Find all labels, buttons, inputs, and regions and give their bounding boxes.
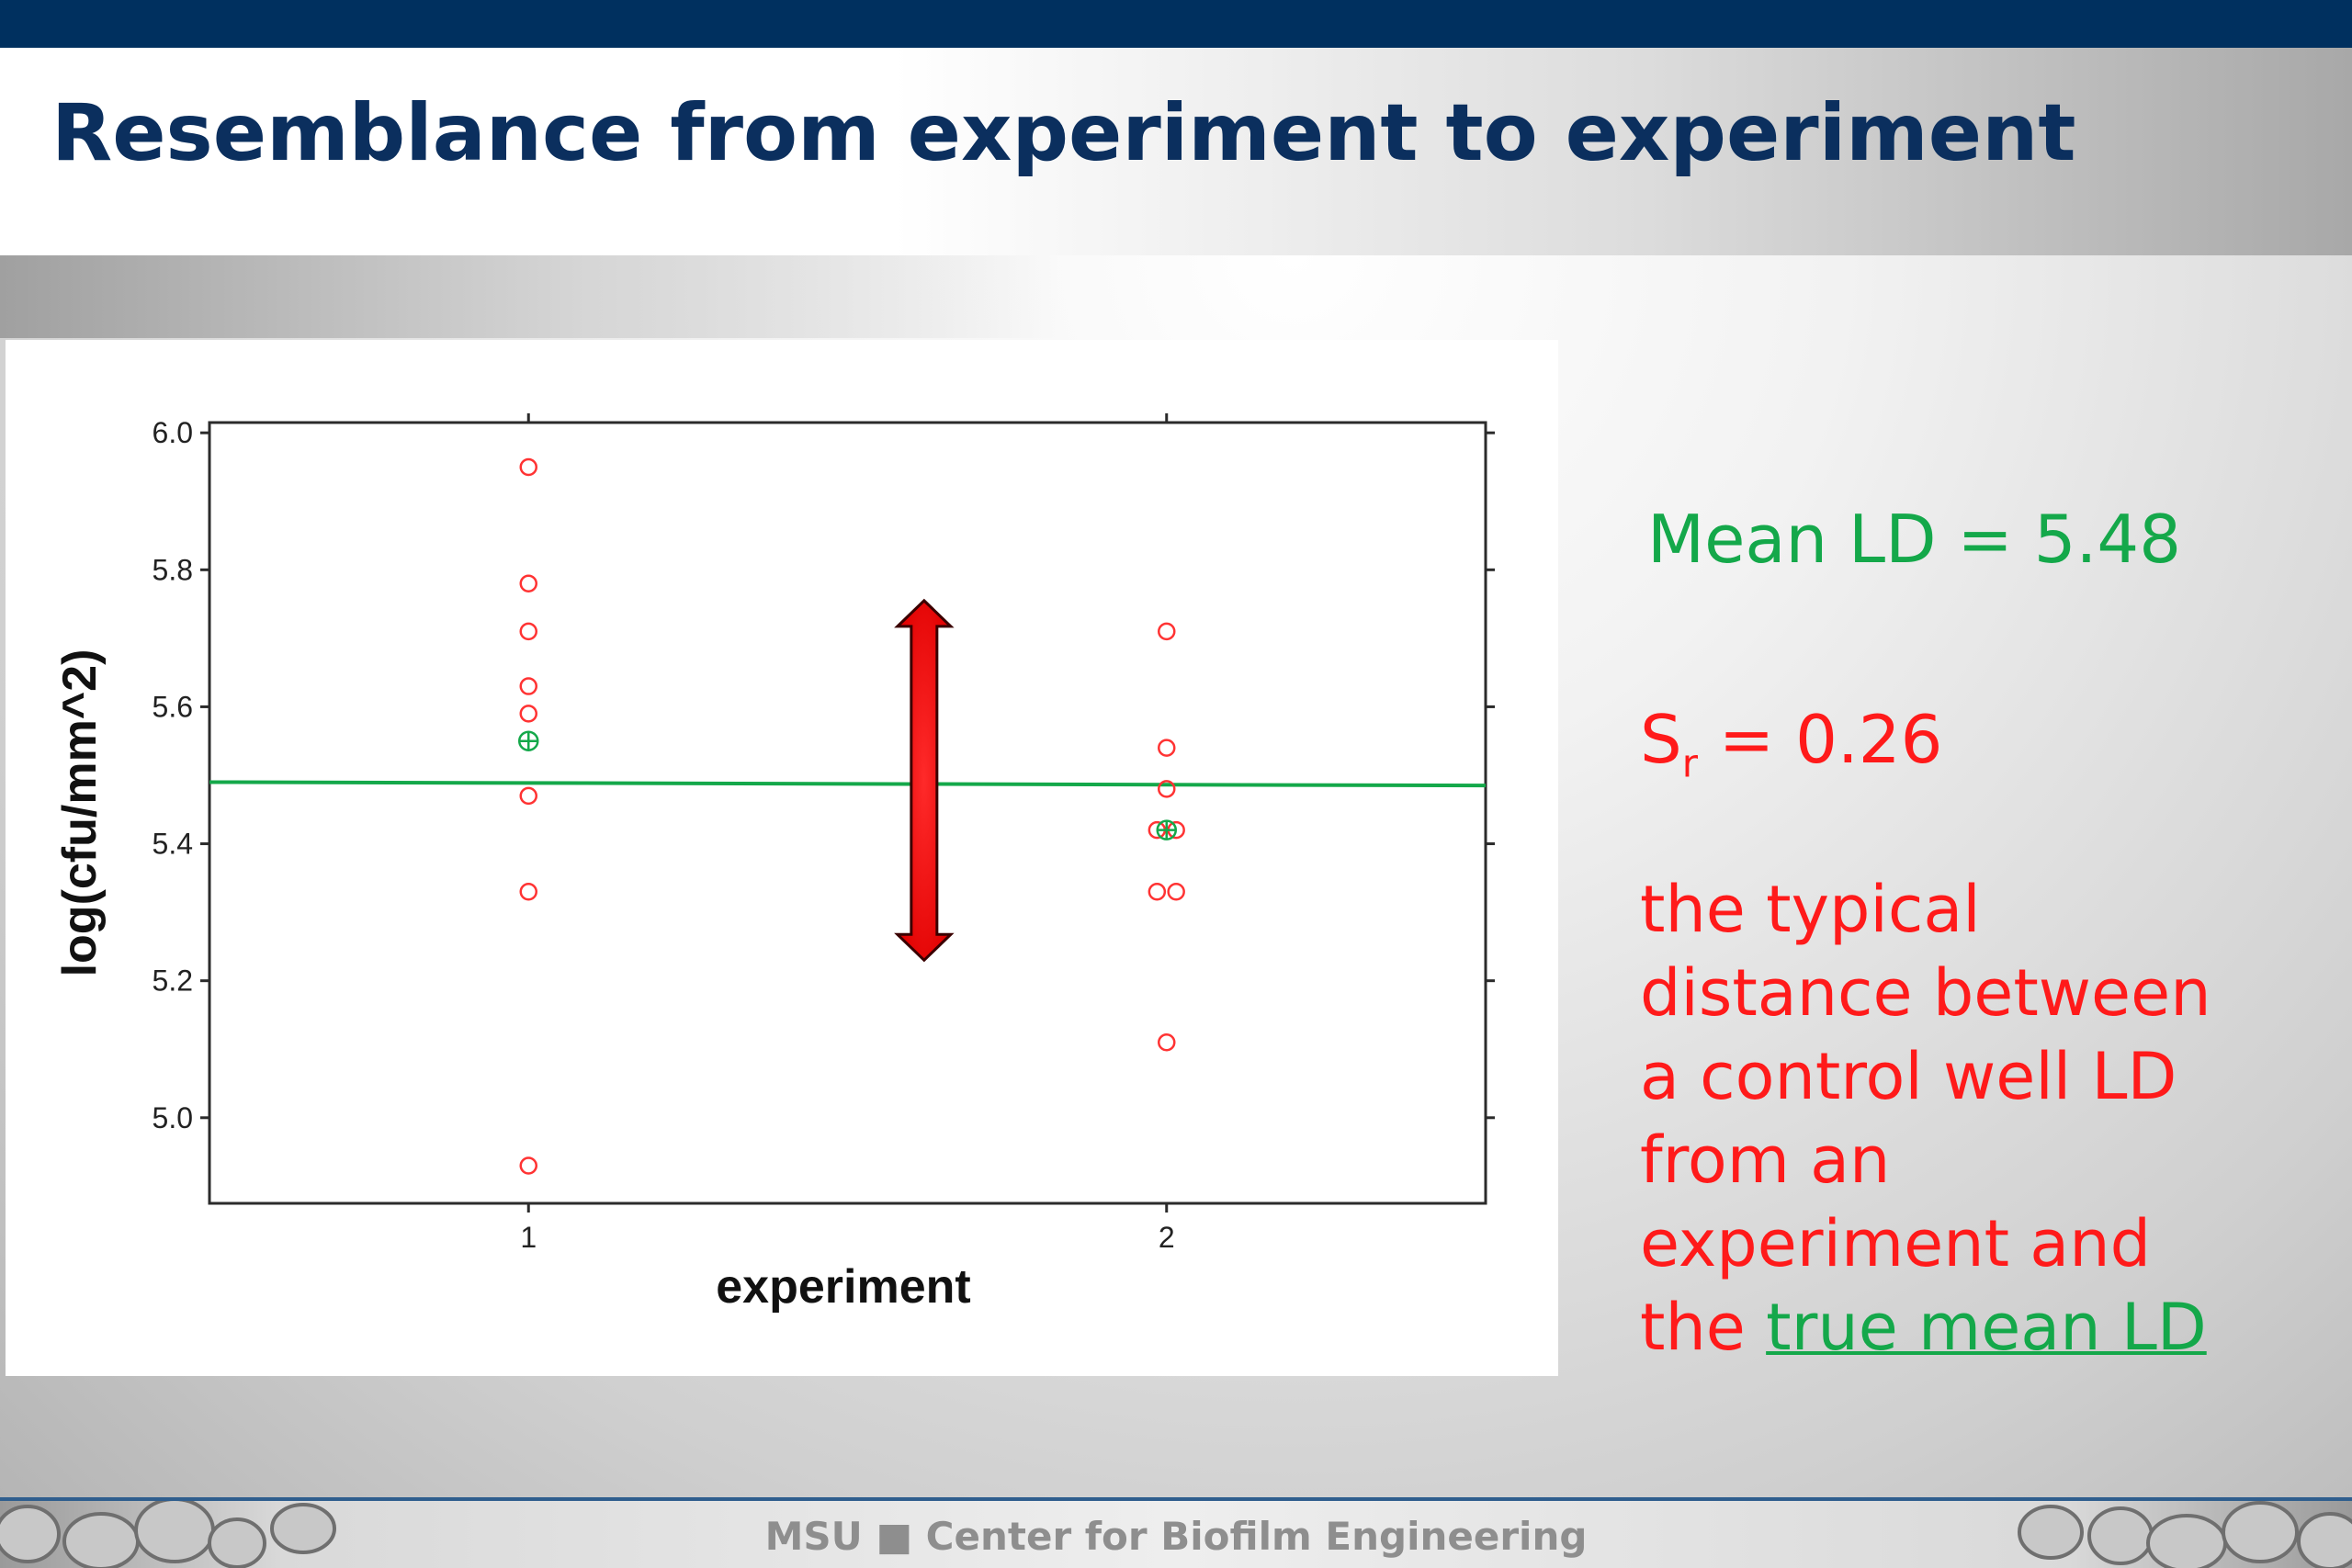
data-point	[1148, 882, 1167, 901]
y-tick-label: 5.2	[153, 964, 193, 998]
mean-ld-line	[209, 780, 1487, 788]
footer-divider	[0, 1497, 2352, 1501]
y-axis-label: log(cfu/mm^2)	[53, 649, 107, 977]
top-bar	[0, 0, 2352, 48]
data-point	[1158, 780, 1176, 798]
data-point	[1158, 1033, 1176, 1052]
plot-frame	[208, 421, 1487, 1205]
desc-line: experiment and	[1640, 1206, 2152, 1281]
data-point	[519, 786, 537, 806]
y-tick-label: 5.6	[153, 690, 193, 723]
scatter-chart: 5.0 5.2 5.4 5.6 5.8 6.0 1 2 experiment log(cfu/…	[53, 413, 1495, 1314]
desc-line: the typical	[1640, 872, 1981, 947]
sr-subscript: r	[1681, 740, 1698, 786]
data-point	[519, 705, 537, 723]
data-point	[519, 1156, 537, 1175]
experiment-mean-marker	[518, 730, 539, 751]
x-tick-label: 1	[520, 1221, 537, 1254]
data-point	[1158, 739, 1176, 757]
footer-separator: ■	[876, 1514, 913, 1559]
sr-value: = 0.26	[1697, 701, 1943, 778]
data-point	[1167, 882, 1185, 901]
x-tick-label: 2	[1159, 1221, 1175, 1254]
double-headed-arrow	[894, 598, 955, 963]
data-point	[519, 677, 537, 695]
desc-line: distance between	[1640, 955, 2211, 1031]
data-point	[519, 457, 537, 477]
mean-ld-label: Mean LD = 5.48	[1647, 501, 2182, 578]
chart-panel: 5.0 5.2 5.4 5.6 5.8 6.0 1 2 experiment log(cfu/…	[6, 340, 1558, 1376]
sr-description: the typical distance between a control w…	[1640, 868, 2211, 1370]
biofilm-cells-right-decoration	[2018, 1501, 2352, 1568]
footer-org: MSU	[764, 1514, 863, 1559]
data-point	[1158, 622, 1176, 641]
desc-last-prefix: the	[1640, 1290, 1767, 1365]
desc-line: a control well LD	[1640, 1039, 2177, 1114]
y-tick-label: 5.4	[153, 828, 193, 861]
sr-symbol: S	[1640, 701, 1682, 778]
biofilm-cells-left-decoration	[0, 1501, 336, 1568]
desc-line: from an	[1640, 1122, 1891, 1198]
x-axis-label: experiment	[716, 1260, 970, 1314]
data-point	[519, 882, 537, 901]
title-band	[0, 48, 2352, 255]
y-tick-label: 5.8	[153, 553, 193, 586]
y-tick-label: 5.0	[153, 1101, 193, 1134]
true-mean-ld-link[interactable]: true mean LD	[1766, 1290, 2207, 1365]
desc-line-last: the true mean LD	[1640, 1286, 2211, 1370]
footer-bar: MSU ■ Center for Biofilm Engineering	[0, 1501, 2352, 1568]
data-point	[519, 622, 537, 641]
sr-label: Sr = 0.26	[1640, 701, 1942, 785]
y-tick-label: 6.0	[153, 416, 193, 449]
slide-title: Resemblance from experiment to experimen…	[51, 87, 2076, 179]
experiment-mean-marker	[1156, 819, 1177, 840]
footer-center-name: Center for Biofilm Engineering	[925, 1514, 1588, 1559]
footer-text: MSU ■ Center for Biofilm Engineering	[0, 1514, 2352, 1559]
data-point	[519, 574, 537, 592]
